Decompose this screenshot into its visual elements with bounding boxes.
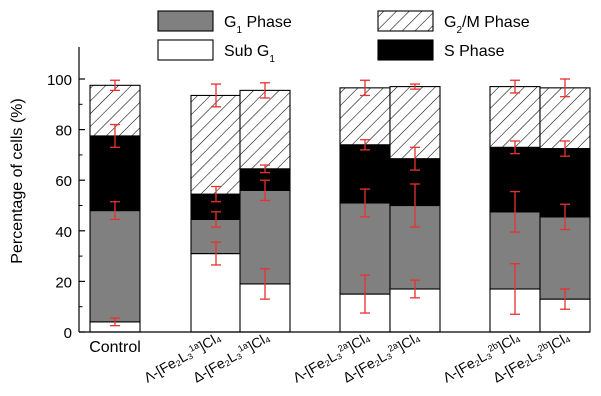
legend-label: Sub G1	[224, 43, 275, 65]
error-bar-g1	[360, 188, 370, 218]
error-bar-s	[560, 140, 570, 157]
error-bar-g2m	[110, 79, 120, 92]
bar-segment-g1	[89, 210, 141, 323]
legend-swatch-white	[157, 39, 214, 61]
legend-label: S Phase	[444, 43, 505, 60]
y-axis-label: Percentage of cells (%)	[9, 98, 26, 263]
legend-swatch-hatch	[377, 10, 434, 32]
y-tick-label: 20	[55, 274, 72, 291]
y-tick-label: 60	[55, 173, 72, 190]
legend-swatch-gray	[157, 10, 214, 32]
legend: G1 Phase G2/M Phase Sub G1 S Phase	[157, 10, 530, 65]
error-bar-g1	[260, 179, 270, 202]
y-tick-label: 40	[55, 224, 72, 241]
error-bar-s	[211, 185, 221, 203]
error-bar-g2m	[410, 83, 420, 90]
error-bar-g2m	[260, 82, 270, 99]
error-bar-subg1	[510, 263, 520, 315]
bar-segment-g2m	[190, 94, 242, 195]
error-bar-s	[510, 140, 520, 155]
error-bar-subg1	[211, 241, 221, 266]
legend-swatch-black	[377, 39, 434, 61]
error-bar-subg1	[560, 288, 570, 310]
bar-segment-g2m	[239, 89, 291, 170]
legend-label: G1 Phase	[224, 14, 292, 36]
error-bar-g1	[510, 190, 520, 233]
error-bar-g2m	[360, 79, 370, 97]
error-bar-subg1	[360, 274, 370, 314]
y-tick-label: 0	[64, 325, 72, 342]
bar-segment-g1	[539, 216, 591, 300]
x-tick-labels: Control Λ-[Fe₂L₃1a]Cl₄Δ-[Fe₂L₃1a]Cl₄Λ-[Fe…	[89, 329, 573, 386]
error-bar-g1	[410, 183, 420, 228]
bar-segment-g2m	[489, 86, 541, 148]
bar-segment-g2m	[339, 87, 391, 146]
y-tick-label: 100	[47, 72, 72, 89]
error-bar-g1	[560, 203, 570, 231]
legend-label: G2/M Phase	[444, 14, 530, 36]
error-bar-s	[110, 123, 120, 148]
x-tick-label: Control	[89, 339, 141, 356]
error-bar-s	[410, 146, 420, 171]
error-bar-g2m	[560, 78, 570, 98]
error-bar-g2m	[510, 79, 520, 94]
y-tick-label: 80	[55, 123, 72, 140]
error-bar-subg1	[110, 317, 120, 327]
error-bar-g1	[211, 211, 221, 228]
error-bar-g2m	[211, 83, 221, 108]
error-bar-subg1	[260, 268, 270, 300]
error-bar-g1	[110, 201, 120, 221]
bar-segment-g2m	[539, 87, 591, 150]
error-bar-s	[360, 139, 370, 151]
error-bars	[110, 78, 570, 327]
error-bar-subg1	[410, 279, 420, 299]
error-bar-s	[260, 164, 270, 174]
axes: 0 20 40 60 80 100	[47, 47, 590, 342]
